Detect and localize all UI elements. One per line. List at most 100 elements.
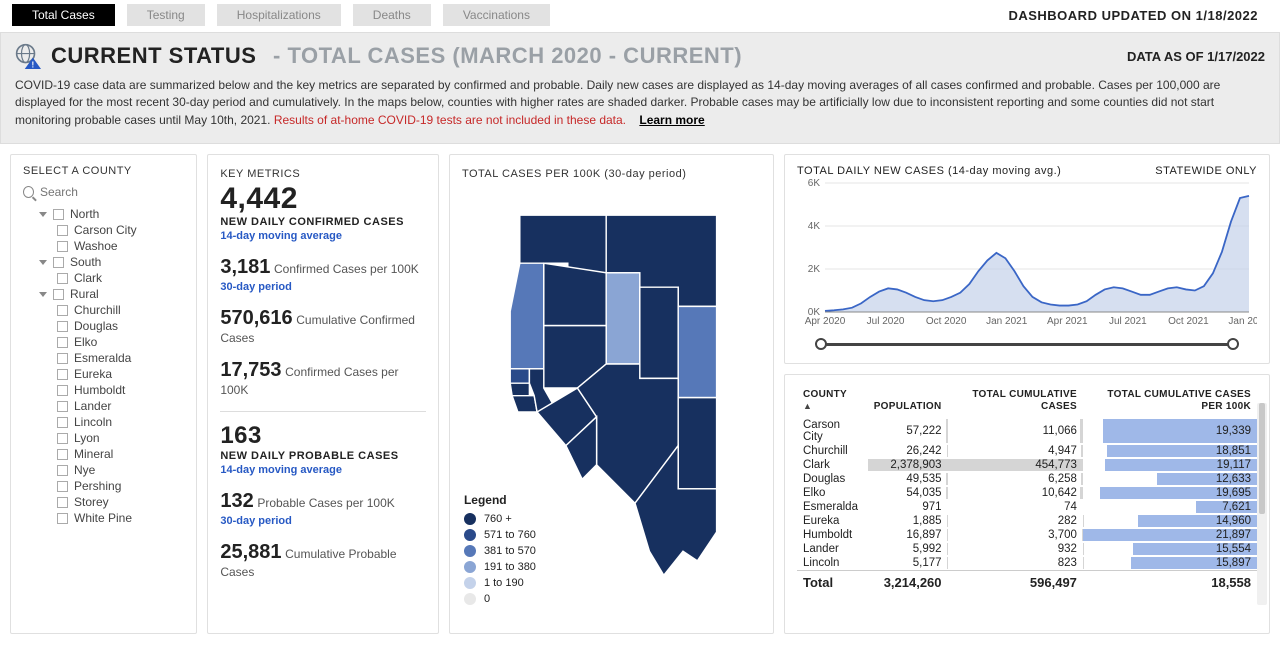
timeseries-panel: TOTAL DAILY NEW CASES (14-day moving avg…	[784, 154, 1270, 364]
chevron-down-icon	[39, 260, 47, 265]
globe-warning-icon: !	[15, 43, 41, 69]
checkbox-icon[interactable]	[57, 417, 68, 428]
current-status-subtitle: - TOTAL CASES (MARCH 2020 - CURRENT)	[266, 43, 742, 69]
checkbox-icon[interactable]	[57, 481, 68, 492]
chevron-down-icon	[39, 212, 47, 217]
county-item-storey[interactable]: Storey	[23, 494, 184, 510]
map-county-eureka[interactable]	[640, 287, 678, 378]
timeseries-chart[interactable]: 0K2K4K6KApr 2020Jul 2020Oct 2020Jan 2021…	[797, 177, 1257, 332]
checkbox-icon[interactable]	[57, 337, 68, 348]
county-item-mineral[interactable]: Mineral	[23, 446, 184, 462]
svg-text:Apr 2021: Apr 2021	[1047, 316, 1088, 327]
svg-text:Jul 2021: Jul 2021	[1109, 316, 1147, 327]
table-scrollbar[interactable]	[1257, 403, 1267, 605]
table-row[interactable]: Carson City57,22211,06619,339	[797, 418, 1257, 444]
svg-text:4K: 4K	[808, 221, 821, 232]
map-county-whitepine[interactable]	[679, 307, 717, 398]
tab-deaths[interactable]: Deaths	[353, 4, 431, 26]
slider-handle-start[interactable]	[815, 338, 827, 350]
checkbox-icon[interactable]	[57, 225, 68, 236]
county-table[interactable]: COUNTY▲POPULATIONTOTAL CUMULATIVE CASEST…	[797, 385, 1257, 591]
table-row[interactable]: Esmeralda971747,621	[797, 500, 1257, 514]
county-item-churchill[interactable]: Churchill	[23, 302, 184, 318]
checkbox-icon[interactable]	[57, 433, 68, 444]
county-group-north[interactable]: North	[23, 206, 184, 222]
time-range-slider[interactable]	[797, 337, 1257, 351]
banner-description: COVID-19 case data are summarized below …	[15, 77, 1265, 129]
county-item-lander[interactable]: Lander	[23, 398, 184, 414]
map-county-lincoln[interactable]	[679, 398, 717, 489]
svg-text:2K: 2K	[808, 264, 821, 275]
county-item-esmeralda[interactable]: Esmeralda	[23, 350, 184, 366]
map-county-pershing[interactable]	[544, 263, 606, 325]
county-item-douglas[interactable]: Douglas	[23, 318, 184, 334]
probable-cumulative-value: 25,881	[220, 541, 281, 563]
map-panel: TOTAL CASES PER 100K (30-day period) Leg…	[449, 154, 774, 634]
checkbox-icon[interactable]	[57, 497, 68, 508]
county-search[interactable]	[23, 183, 184, 202]
checkbox-icon[interactable]	[57, 449, 68, 460]
map-county-washoe[interactable]	[511, 263, 545, 369]
checkbox-icon[interactable]	[57, 369, 68, 380]
checkbox-icon[interactable]	[57, 353, 68, 364]
table-header[interactable]: COUNTY▲	[797, 385, 868, 418]
checkbox-icon[interactable]	[53, 289, 64, 300]
new-daily-confirmed-value: 4,442	[220, 182, 426, 216]
county-item-clark[interactable]: Clark	[23, 270, 184, 286]
county-item-lyon[interactable]: Lyon	[23, 430, 184, 446]
new-daily-confirmed-label: NEW DAILY CONFIRMED CASES	[220, 216, 426, 228]
checkbox-icon[interactable]	[57, 321, 68, 332]
tab-hospitalizations[interactable]: Hospitalizations	[217, 4, 341, 26]
county-item-lincoln[interactable]: Lincoln	[23, 414, 184, 430]
moving-avg-note-2: 14-day moving average	[220, 464, 426, 476]
cumulative-confirmed-value: 570,616	[220, 307, 292, 329]
checkbox-icon[interactable]	[57, 305, 68, 316]
county-item-pershing[interactable]: Pershing	[23, 478, 184, 494]
dashboard-updated-label: DASHBOARD UPDATED ON 1/18/2022	[1008, 8, 1268, 23]
slider-handle-end[interactable]	[1227, 338, 1239, 350]
table-row[interactable]: Douglas49,5356,25812,633	[797, 472, 1257, 486]
table-row[interactable]: Lincoln5,17782315,897	[797, 556, 1257, 571]
map-county-carson[interactable]	[511, 383, 530, 395]
tab-testing[interactable]: Testing	[127, 4, 205, 26]
county-group-south[interactable]: South	[23, 254, 184, 270]
county-item-humboldt[interactable]: Humboldt	[23, 382, 184, 398]
tab-total-cases[interactable]: Total Cases	[12, 4, 115, 26]
county-item-eureka[interactable]: Eureka	[23, 366, 184, 382]
table-row[interactable]: Humboldt16,8973,70021,897	[797, 528, 1257, 542]
map-county-douglas[interactable]	[513, 396, 538, 412]
county-item-white-pine[interactable]: White Pine	[23, 510, 184, 526]
checkbox-icon[interactable]	[57, 401, 68, 412]
county-group-rural[interactable]: Rural	[23, 286, 184, 302]
county-search-input[interactable]	[40, 185, 184, 199]
checkbox-icon[interactable]	[57, 241, 68, 252]
checkbox-icon[interactable]	[57, 273, 68, 284]
county-selector-panel: SELECT A COUNTY NorthCarson CityWashoeSo…	[10, 154, 197, 634]
table-row[interactable]: Clark2,378,903454,77319,117	[797, 458, 1257, 472]
map-county-lander[interactable]	[607, 273, 641, 364]
table-header[interactable]: TOTAL CUMULATIVE CASES	[948, 385, 1083, 418]
checkbox-icon[interactable]	[53, 209, 64, 220]
county-item-elko[interactable]: Elko	[23, 334, 184, 350]
moving-avg-note: 14-day moving average	[220, 230, 426, 242]
table-header[interactable]: TOTAL CUMULATIVE CASES PER 100K	[1083, 385, 1257, 418]
table-row[interactable]: Eureka1,88528214,960	[797, 514, 1257, 528]
checkbox-icon[interactable]	[57, 513, 68, 524]
table-header[interactable]: POPULATION	[868, 385, 948, 418]
county-item-nye[interactable]: Nye	[23, 462, 184, 478]
tab-vaccinations[interactable]: Vaccinations	[443, 4, 550, 26]
key-metrics-title: KEY METRICS	[220, 168, 300, 180]
county-item-carson-city[interactable]: Carson City	[23, 222, 184, 238]
county-tree: NorthCarson CityWashoeSouthClarkRuralChu…	[23, 206, 184, 526]
map-county-storey[interactable]	[511, 369, 530, 383]
table-row[interactable]: Lander5,99293215,554	[797, 542, 1257, 556]
checkbox-icon[interactable]	[57, 385, 68, 396]
select-county-title: SELECT A COUNTY	[23, 165, 184, 177]
checkbox-icon[interactable]	[57, 465, 68, 476]
table-row[interactable]: Churchill26,2424,94718,851	[797, 444, 1257, 458]
checkbox-icon[interactable]	[53, 257, 64, 268]
table-row[interactable]: Elko54,03510,64219,695	[797, 486, 1257, 500]
svg-text:Jan 2021: Jan 2021	[986, 316, 1028, 327]
county-item-washoe[interactable]: Washoe	[23, 238, 184, 254]
learn-more-link[interactable]: Learn more	[639, 113, 704, 127]
